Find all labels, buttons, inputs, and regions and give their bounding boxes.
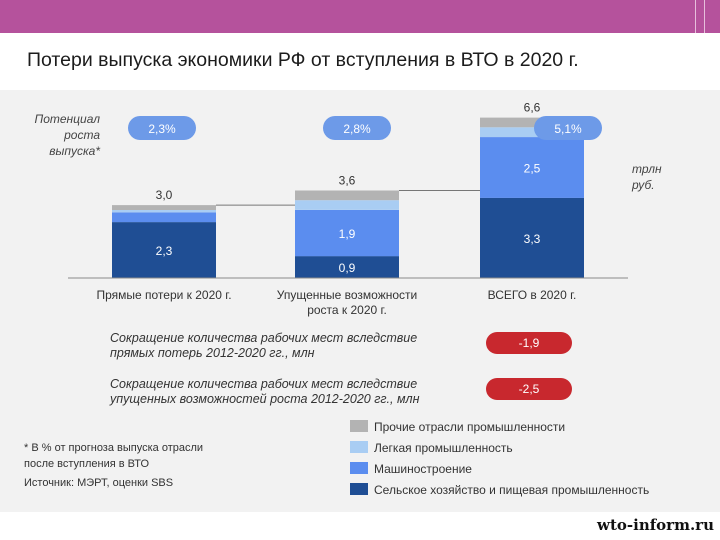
legend-label: Легкая промышленность [374, 441, 513, 455]
legend-swatch [350, 462, 368, 474]
potential-label: выпуска* [49, 144, 100, 158]
unit-label: руб. [631, 178, 655, 192]
watermark-bar: wto-inform.ru [0, 512, 720, 540]
growth-badge-value: 2,8% [343, 122, 371, 136]
category-label: ВСЕГО в 2020 г. [488, 288, 577, 302]
job-reduction-badge [486, 378, 572, 400]
bar-segment [295, 210, 399, 257]
total-label: 6,6 [524, 101, 541, 115]
potential-label: роста [63, 128, 100, 142]
accent-line [704, 0, 705, 33]
job-reduction-text: Сокращение количества рабочих мест вслед… [110, 377, 417, 391]
accent-line [695, 0, 696, 33]
category-label: Упущенные возможности [277, 288, 417, 302]
bar-segment [480, 117, 584, 128]
legend-swatch [350, 441, 368, 453]
growth-badge [534, 116, 602, 140]
chart-svg: 2,3 3,0 0,9 1,9 3,6 3,3 2,5 6,6 Прямые потери к … [24, 101, 662, 497]
footnote: Источник: МЭРТ, оценки SBS [24, 477, 173, 489]
bar-segment [295, 256, 399, 278]
growth-badge-value: 5,1% [554, 122, 582, 136]
top-accent-bar [0, 0, 720, 33]
bar-segment [480, 137, 584, 198]
chart-panel: 2,3 3,0 0,9 1,9 3,6 3,3 2,5 6,6 Прямые потери к … [0, 90, 720, 512]
potential-label: Потенциал [35, 112, 101, 126]
legend-label: Сельское хозяйство и пищевая промышленно… [374, 483, 649, 497]
bar-segment [295, 190, 399, 201]
job-reduction-text: прямых потерь 2012-2020 гг., млн [110, 346, 315, 360]
growth-badge-value: 2,3% [148, 122, 176, 136]
data-label: 0,9 [339, 261, 356, 275]
bar-segment [112, 212, 216, 223]
bar-segment [112, 210, 216, 213]
category-label: Прямые потери к 2020 г. [96, 288, 231, 302]
bar-segment [112, 205, 216, 210]
data-label: 2,5 [524, 161, 541, 175]
unit-label: трлн [632, 162, 662, 176]
slide-title: Потери выпуска экономики РФ от вступлени… [27, 49, 579, 71]
bar-segment [112, 222, 216, 278]
growth-badge [323, 116, 391, 140]
legend-label: Машиностроение [374, 462, 472, 476]
legend-label: Прочие отрасли промышленности [374, 420, 565, 434]
growth-badge [128, 116, 196, 140]
category-label: роста к 2020 г. [307, 303, 387, 317]
job-reduction-value: -2,5 [519, 382, 540, 396]
footnote: * В % от прогноза выпуска отрасли [24, 442, 203, 454]
data-label: 2,3 [156, 244, 173, 258]
job-reduction-badge [486, 332, 572, 354]
legend-swatch [350, 420, 368, 432]
job-reduction-value: -1,9 [519, 336, 540, 350]
data-label: 3,3 [524, 232, 541, 246]
title-bar [0, 33, 720, 90]
total-label: 3,0 [156, 188, 173, 202]
legend-swatch [350, 483, 368, 495]
bar-segment [480, 197, 584, 278]
bar-segment [480, 127, 584, 137]
watermark: wto-inform.ru [597, 516, 714, 534]
bar-segment [295, 200, 399, 210]
job-reduction-text: упущенных возможностей роста 2012-2020 г… [109, 392, 420, 406]
footnote: после вступления в ВТО [24, 458, 149, 470]
total-label: 3,6 [339, 174, 356, 188]
job-reduction-text: Сокращение количества рабочих мест вслед… [110, 331, 417, 345]
data-label: 1,9 [339, 227, 356, 241]
